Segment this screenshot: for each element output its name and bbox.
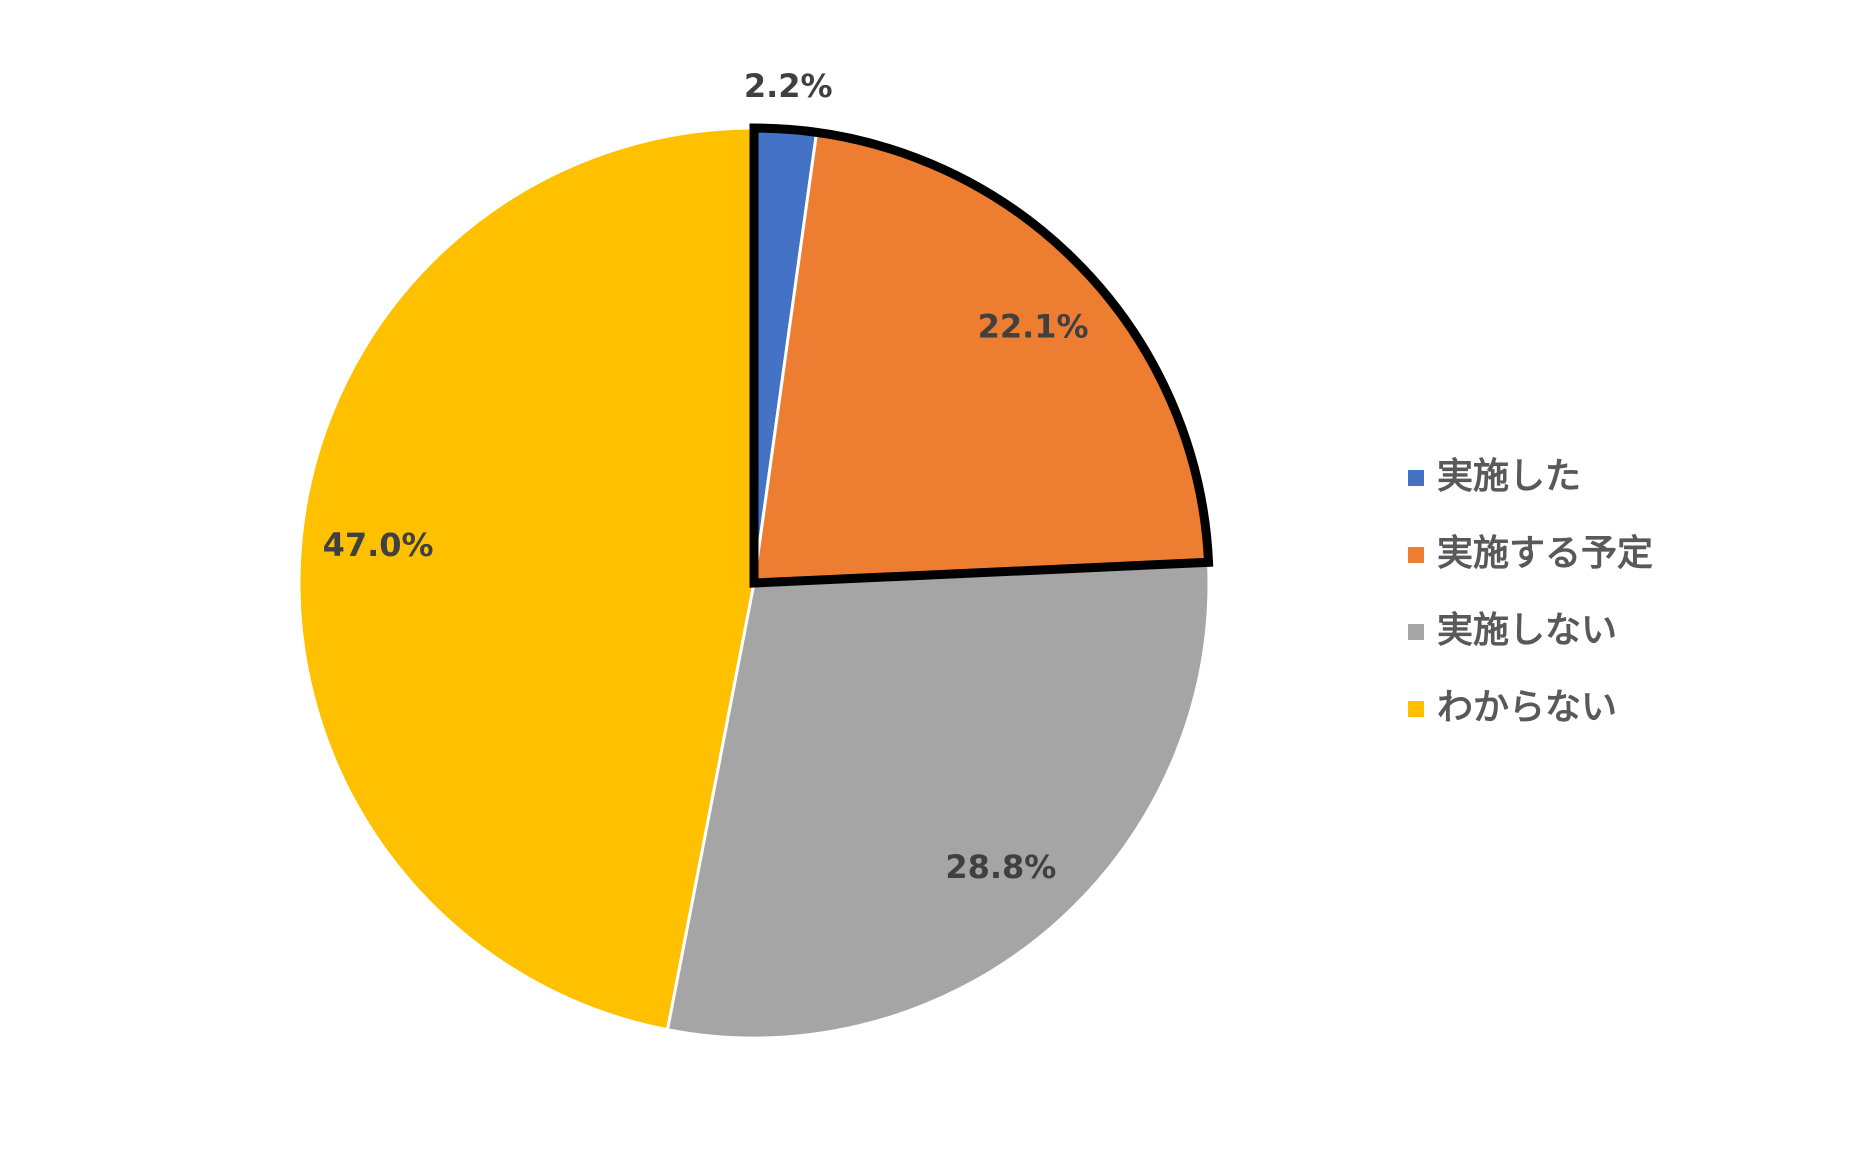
pie-slice — [297, 126, 756, 1032]
legend-swatch — [1408, 701, 1424, 717]
legend-swatch — [1408, 624, 1424, 640]
legend-label: 実施する予定 — [1437, 533, 1653, 574]
legend-swatch — [1408, 470, 1424, 486]
data-label: 28.8% — [945, 848, 1056, 886]
data-label: 2.2% — [744, 67, 833, 105]
pie-slice — [665, 560, 1211, 1040]
legend-label: 実施した — [1437, 456, 1581, 497]
legend-label: 実施しない — [1437, 610, 1617, 651]
data-label: 47.0% — [323, 526, 434, 564]
pie-slice — [752, 130, 1211, 585]
legend-swatch — [1408, 547, 1424, 563]
highlight-outline — [749, 123, 1214, 588]
legend-label: わからない — [1437, 687, 1617, 728]
data-label: 22.1% — [978, 308, 1089, 346]
